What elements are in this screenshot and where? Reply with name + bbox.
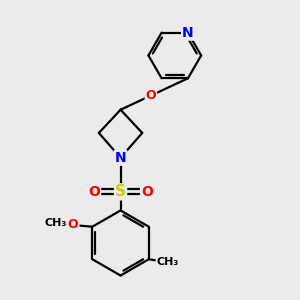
Text: S: S bbox=[115, 184, 126, 199]
Text: O: O bbox=[146, 89, 156, 102]
Text: O: O bbox=[68, 218, 79, 231]
Text: CH₃: CH₃ bbox=[44, 218, 66, 228]
Text: O: O bbox=[141, 185, 153, 199]
Text: N: N bbox=[115, 151, 126, 165]
Text: N: N bbox=[182, 26, 194, 40]
Text: O: O bbox=[88, 185, 100, 199]
Text: CH₃: CH₃ bbox=[156, 257, 178, 267]
